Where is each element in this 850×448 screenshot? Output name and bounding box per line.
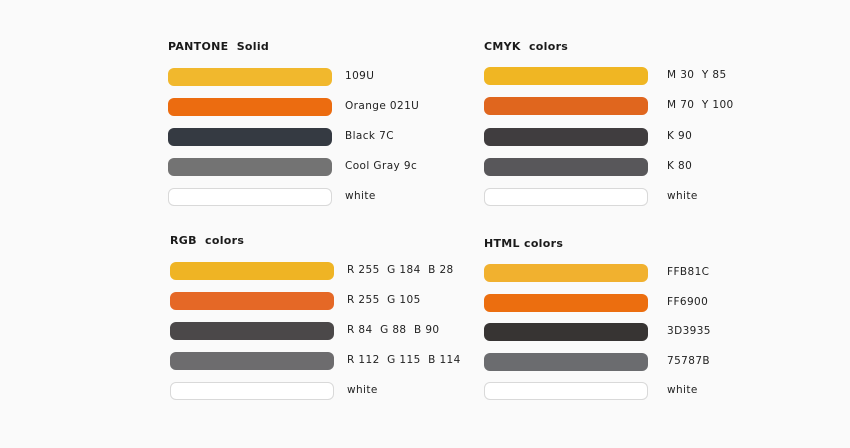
color-swatch: [484, 158, 648, 176]
color-row: white: [170, 382, 500, 402]
color-label: Black 7C: [345, 130, 394, 142]
color-swatch: [484, 188, 648, 206]
color-label: white: [667, 384, 698, 396]
color-swatch: [168, 98, 332, 116]
color-swatch: [484, 128, 648, 146]
color-swatch: [170, 352, 334, 370]
color-swatch: [484, 353, 648, 371]
color-swatch: [484, 264, 648, 282]
color-row: M 30 Y 85: [484, 67, 814, 87]
color-label: Cool Gray 9c: [345, 160, 418, 172]
group-title: CMYK colors: [484, 40, 569, 53]
color-swatch: [170, 292, 334, 310]
color-swatch: [168, 68, 332, 86]
color-label: white: [347, 384, 378, 396]
color-swatch: [168, 188, 332, 206]
color-label: Orange 021U: [345, 100, 420, 112]
color-swatch: [170, 322, 334, 340]
color-label: 109U: [345, 70, 375, 82]
color-label: FFB81C: [667, 266, 710, 278]
color-swatch: [170, 382, 334, 400]
color-label: FF6900: [667, 296, 709, 308]
color-swatch: [168, 128, 332, 146]
color-swatch: [168, 158, 332, 176]
color-row: FFB81C: [484, 264, 814, 284]
color-row: Cool Gray 9c: [168, 158, 498, 178]
color-swatch: [484, 323, 648, 341]
color-row: white: [484, 188, 814, 208]
color-row: K 90: [484, 128, 814, 148]
color-swatch: [170, 262, 334, 280]
color-row: K 80: [484, 158, 814, 178]
group-title: RGB colors: [170, 234, 245, 247]
color-row: 3D3935: [484, 323, 814, 343]
color-label: R 255 G 184 B 28: [347, 264, 454, 276]
color-label: R 255 G 105: [347, 294, 421, 306]
color-swatch: [484, 382, 648, 400]
group-title: HTML colors: [484, 237, 564, 250]
color-row: R 112 G 115 B 114: [170, 352, 500, 372]
color-swatch: [484, 67, 648, 85]
color-label: M 30 Y 85: [667, 69, 727, 81]
color-label: K 90: [667, 130, 693, 142]
color-label: M 70 Y 100: [667, 99, 734, 111]
color-row: 109U: [168, 68, 498, 88]
color-row: Orange 021U: [168, 98, 498, 118]
color-label: 75787B: [667, 355, 711, 367]
color-swatch: [484, 294, 648, 312]
group-title: PANTONE Solid: [168, 40, 270, 53]
color-row: M 70 Y 100: [484, 97, 814, 117]
color-label: white: [667, 190, 698, 202]
color-label: white: [345, 190, 376, 202]
color-row: FF6900: [484, 294, 814, 314]
color-row: R 255 G 105: [170, 292, 500, 312]
color-label: K 80: [667, 160, 693, 172]
color-row: R 255 G 184 B 28: [170, 262, 500, 282]
color-row: 75787B: [484, 353, 814, 373]
color-label: R 112 G 115 B 114: [347, 354, 461, 366]
color-label: R 84 G 88 B 90: [347, 324, 440, 336]
color-row: R 84 G 88 B 90: [170, 322, 500, 342]
color-swatch: [484, 97, 648, 115]
color-row: Black 7C: [168, 128, 498, 148]
color-row: white: [484, 382, 814, 402]
color-label: 3D3935: [667, 325, 711, 337]
color-row: white: [168, 188, 498, 208]
